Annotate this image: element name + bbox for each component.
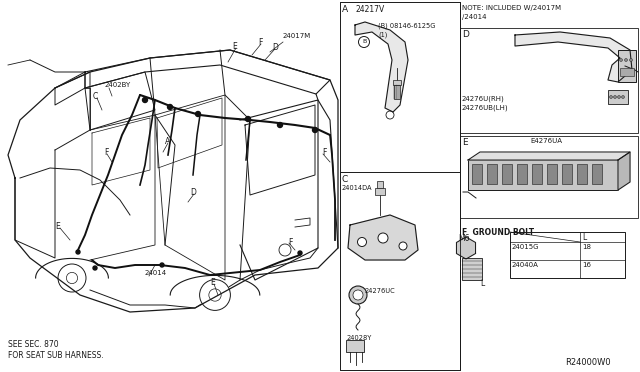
Text: B: B bbox=[362, 39, 366, 44]
Text: F  GROUND BOLT: F GROUND BOLT bbox=[462, 228, 534, 237]
Circle shape bbox=[195, 112, 200, 116]
Polygon shape bbox=[355, 22, 408, 112]
Circle shape bbox=[246, 116, 250, 122]
Text: E4276UA: E4276UA bbox=[530, 138, 562, 144]
Circle shape bbox=[625, 58, 627, 61]
Text: L: L bbox=[582, 233, 586, 242]
Circle shape bbox=[76, 250, 80, 254]
Text: R24000W0: R24000W0 bbox=[565, 358, 611, 367]
Text: E: E bbox=[232, 42, 237, 51]
Text: 24040A: 24040A bbox=[512, 262, 539, 268]
Text: 16: 16 bbox=[582, 262, 591, 268]
Bar bbox=[608, 90, 628, 104]
Circle shape bbox=[312, 128, 317, 132]
Bar bbox=[460, 28, 638, 133]
Text: 18: 18 bbox=[582, 244, 591, 250]
Text: /24014: /24014 bbox=[462, 14, 486, 20]
Circle shape bbox=[609, 96, 612, 99]
Bar bbox=[394, 85, 400, 99]
Text: D: D bbox=[272, 43, 278, 52]
Bar bbox=[468, 160, 618, 190]
Circle shape bbox=[618, 96, 621, 99]
Bar bbox=[510, 232, 625, 278]
Polygon shape bbox=[348, 215, 418, 260]
Text: E: E bbox=[462, 138, 468, 147]
Circle shape bbox=[93, 266, 97, 270]
Circle shape bbox=[160, 263, 164, 267]
Text: M6: M6 bbox=[458, 234, 470, 243]
Text: 24014DA: 24014DA bbox=[342, 185, 372, 191]
Circle shape bbox=[143, 97, 147, 103]
Bar bbox=[472, 164, 482, 184]
Text: 24017M: 24017M bbox=[283, 33, 311, 39]
Text: NOTE: INCLUDED W/24017M: NOTE: INCLUDED W/24017M bbox=[462, 5, 561, 11]
Circle shape bbox=[298, 251, 302, 255]
Polygon shape bbox=[456, 237, 476, 259]
Text: C: C bbox=[93, 92, 99, 101]
Text: SEE SEC. 870: SEE SEC. 870 bbox=[8, 340, 59, 349]
Circle shape bbox=[358, 237, 367, 247]
Circle shape bbox=[621, 96, 625, 99]
Bar bbox=[577, 164, 587, 184]
Bar bbox=[562, 164, 572, 184]
Bar bbox=[375, 188, 385, 195]
Bar bbox=[517, 164, 527, 184]
Polygon shape bbox=[468, 152, 630, 160]
Bar bbox=[460, 136, 638, 218]
Text: D: D bbox=[462, 30, 469, 39]
Bar bbox=[377, 181, 383, 188]
Text: C: C bbox=[342, 175, 348, 184]
Circle shape bbox=[349, 286, 367, 304]
Bar bbox=[346, 340, 364, 352]
Text: D: D bbox=[190, 188, 196, 197]
Text: L: L bbox=[480, 279, 484, 288]
Text: F: F bbox=[322, 148, 326, 157]
Circle shape bbox=[378, 233, 388, 243]
Wedge shape bbox=[200, 280, 230, 310]
Circle shape bbox=[278, 122, 282, 128]
Circle shape bbox=[399, 242, 407, 250]
Bar bbox=[462, 258, 482, 280]
Text: E: E bbox=[55, 222, 60, 231]
Text: A: A bbox=[165, 137, 170, 146]
Text: E: E bbox=[210, 278, 215, 287]
Text: 24276UB(LH): 24276UB(LH) bbox=[462, 104, 509, 110]
Bar bbox=[340, 2, 460, 370]
Text: 24015G: 24015G bbox=[512, 244, 540, 250]
Bar bbox=[532, 164, 542, 184]
Text: 24217V: 24217V bbox=[355, 5, 384, 14]
Bar bbox=[502, 164, 512, 184]
Text: F: F bbox=[104, 148, 108, 157]
Text: 24014: 24014 bbox=[145, 270, 167, 276]
Bar bbox=[487, 164, 497, 184]
Text: 24276U(RH): 24276U(RH) bbox=[462, 95, 505, 102]
Circle shape bbox=[353, 290, 363, 300]
Polygon shape bbox=[515, 32, 632, 82]
Bar bbox=[393, 80, 401, 85]
Text: 24028Y: 24028Y bbox=[347, 335, 372, 341]
Circle shape bbox=[614, 96, 616, 99]
Bar bbox=[592, 164, 602, 184]
Text: F: F bbox=[258, 38, 262, 47]
Circle shape bbox=[168, 105, 173, 109]
Text: F: F bbox=[288, 238, 292, 247]
Text: FOR SEAT SUB HARNESS.: FOR SEAT SUB HARNESS. bbox=[8, 351, 104, 360]
Bar bbox=[340, 2, 460, 172]
Circle shape bbox=[620, 58, 623, 61]
Text: (1): (1) bbox=[378, 31, 387, 38]
Text: (B) 08146-6125G: (B) 08146-6125G bbox=[378, 22, 435, 29]
Circle shape bbox=[630, 58, 632, 61]
Polygon shape bbox=[618, 152, 630, 190]
Bar bbox=[618, 50, 636, 82]
Text: A: A bbox=[342, 5, 348, 14]
Text: 2402BY: 2402BY bbox=[105, 82, 131, 88]
Wedge shape bbox=[58, 264, 86, 292]
Bar bbox=[340, 172, 460, 370]
Bar bbox=[547, 164, 557, 184]
Text: 24276UC: 24276UC bbox=[365, 288, 396, 294]
Bar bbox=[620, 68, 634, 76]
